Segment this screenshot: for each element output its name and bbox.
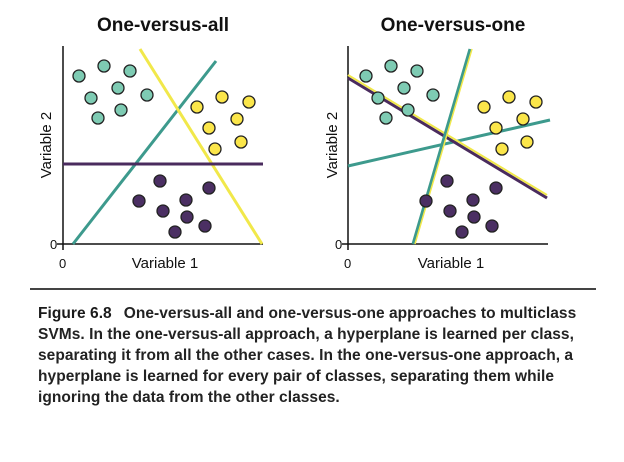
x-origin-label: 0	[59, 256, 66, 271]
data-point	[111, 81, 125, 95]
data-point	[123, 64, 137, 78]
data-point	[440, 174, 454, 188]
hyperplane-yellow	[138, 48, 264, 245]
y-origin-label: 0	[50, 237, 57, 252]
hyperplane-teal-vs-yellow	[347, 118, 551, 168]
x-axis-label: Variable 1	[132, 255, 198, 272]
one-versus-one-panel: One-versus-one 0 0 Variable 1 Variable 2	[324, 15, 551, 272]
y-axis-label: Variable 2	[38, 112, 55, 178]
data-point	[190, 100, 204, 114]
data-point	[516, 112, 530, 126]
x-axis-label: Variable 1	[418, 255, 484, 272]
data-point	[455, 225, 469, 239]
data-point	[156, 204, 170, 218]
data-point	[384, 59, 398, 73]
data-point	[140, 88, 154, 102]
data-point	[179, 193, 193, 207]
teal-class-points	[72, 59, 154, 125]
data-point	[114, 103, 128, 117]
one-versus-all-panel: One-versus-all 0 0 Variable 1 Variable 2	[38, 15, 264, 272]
panel-title: One-versus-one	[381, 15, 526, 36]
data-point	[168, 225, 182, 239]
data-point	[234, 135, 248, 149]
data-point	[153, 174, 167, 188]
data-point	[215, 90, 229, 104]
y-origin-label: 0	[335, 237, 342, 252]
data-point	[397, 81, 411, 95]
panel-title: One-versus-all	[97, 15, 229, 36]
data-point	[242, 95, 256, 109]
data-point	[477, 100, 491, 114]
data-point	[97, 59, 111, 73]
data-point	[489, 121, 503, 135]
yellow-class-points	[190, 90, 256, 156]
hyperplane-teal-vs-purple	[411, 48, 472, 245]
yellow-class-points	[477, 90, 543, 156]
teal-class-points	[359, 59, 440, 125]
data-point	[466, 193, 480, 207]
figure-number: Figure 6.8	[38, 305, 112, 322]
data-point	[72, 69, 86, 83]
data-point	[419, 194, 433, 208]
data-point	[371, 91, 385, 105]
data-point	[489, 181, 503, 195]
purple-class-points	[419, 174, 503, 239]
data-point	[230, 112, 244, 126]
data-point	[426, 88, 440, 102]
purple-class-points	[132, 174, 216, 239]
data-point	[198, 219, 212, 233]
data-point	[359, 69, 373, 83]
data-point	[520, 135, 534, 149]
y-axis-label: Variable 2	[324, 112, 341, 178]
data-point	[202, 181, 216, 195]
hyperplane-teal-vs-purple-inner	[414, 48, 473, 245]
hyperplane-teal	[71, 60, 218, 245]
data-point	[180, 210, 194, 224]
data-point	[401, 103, 415, 117]
data-point	[379, 111, 393, 125]
data-point	[410, 64, 424, 78]
figure-caption: Figure 6.8 One-versus-all and one-versus-…	[38, 303, 598, 408]
data-point	[495, 142, 509, 156]
data-point	[202, 121, 216, 135]
data-point	[502, 90, 516, 104]
data-point	[529, 95, 543, 109]
data-point	[443, 204, 457, 218]
data-point	[132, 194, 146, 208]
caption-divider	[30, 288, 596, 290]
data-point	[467, 210, 481, 224]
data-point	[208, 142, 222, 156]
data-point	[84, 91, 98, 105]
caption-text: One-versus-all and one-versus-one approa…	[38, 305, 577, 406]
data-point	[91, 111, 105, 125]
x-origin-label: 0	[344, 256, 351, 271]
data-point	[485, 219, 499, 233]
